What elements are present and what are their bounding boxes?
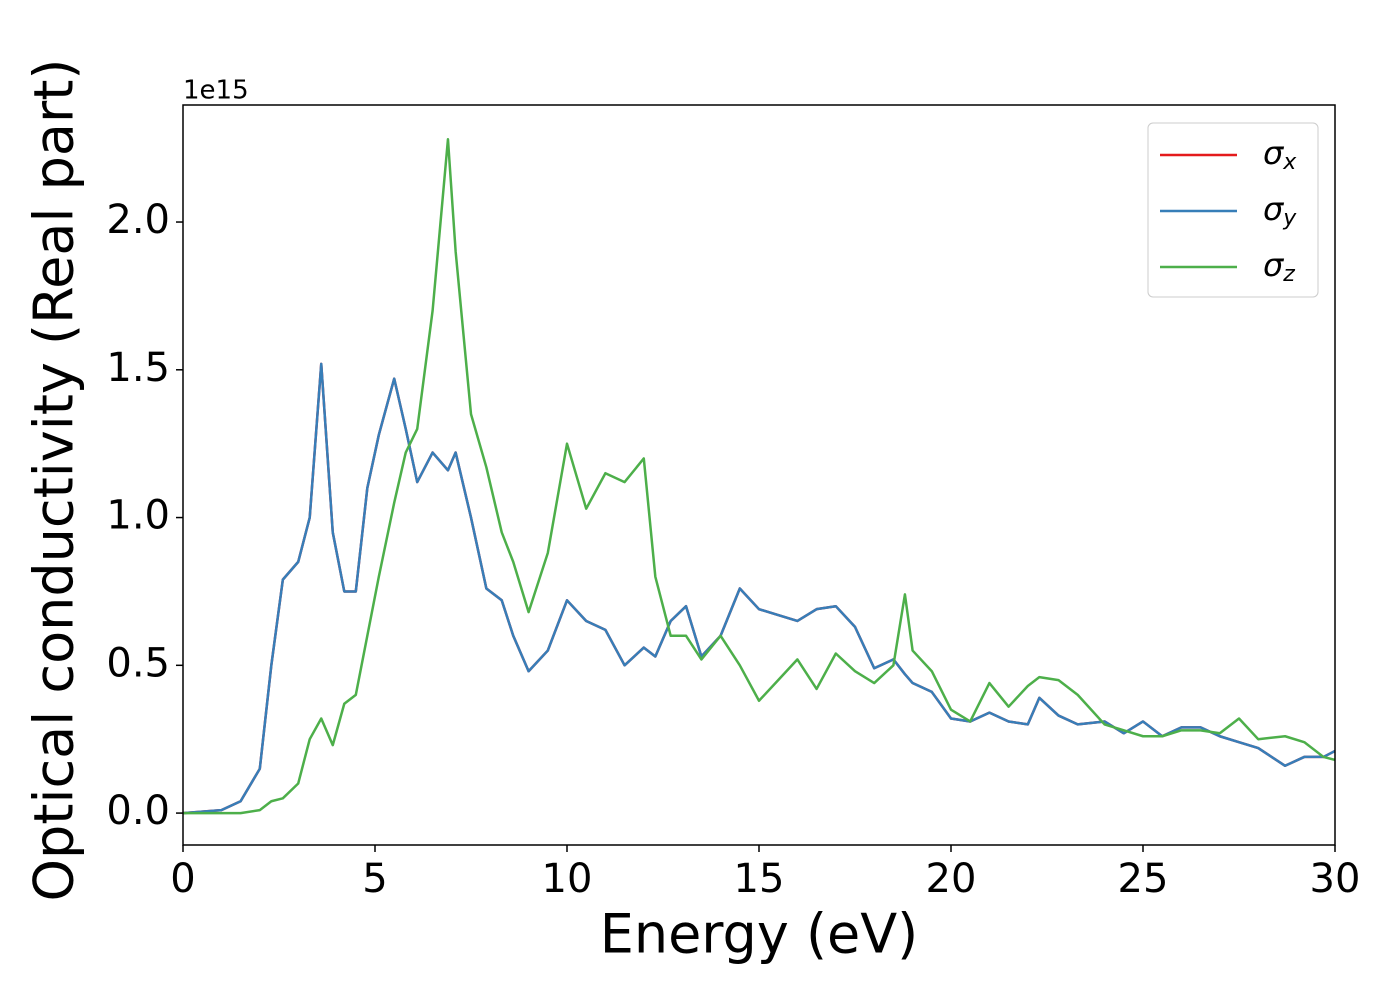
y-tick-label: 2.0 (106, 197, 170, 243)
y-tick-label: 1.0 (106, 493, 170, 539)
y-tick-label: 0.5 (106, 640, 170, 686)
y-tick-label: 0.0 (106, 788, 170, 834)
offset-text: 1e15 (183, 76, 249, 106)
plot-frame (182, 104, 1336, 846)
series-line (183, 362, 1335, 815)
x-tick-label: 10 (542, 856, 593, 902)
x-tick-label: 5 (362, 856, 387, 902)
y-axis-label: Optical conductivity (Real part) (23, 59, 86, 902)
x-tick-label: 30 (1310, 856, 1361, 902)
legend-label: σx (1263, 134, 1297, 175)
y-tick-label: 1.5 (106, 345, 170, 391)
x-tick-label: 0 (170, 856, 195, 902)
x-tick-label: 20 (926, 856, 977, 902)
legend-label: σy (1263, 190, 1297, 231)
legend-label: σz (1263, 246, 1295, 287)
x-axis-label: Energy (eV) (600, 903, 919, 966)
x-tick-label: 15 (734, 856, 785, 902)
series-line (183, 138, 1335, 815)
x-tick-label: 25 (1118, 856, 1169, 902)
